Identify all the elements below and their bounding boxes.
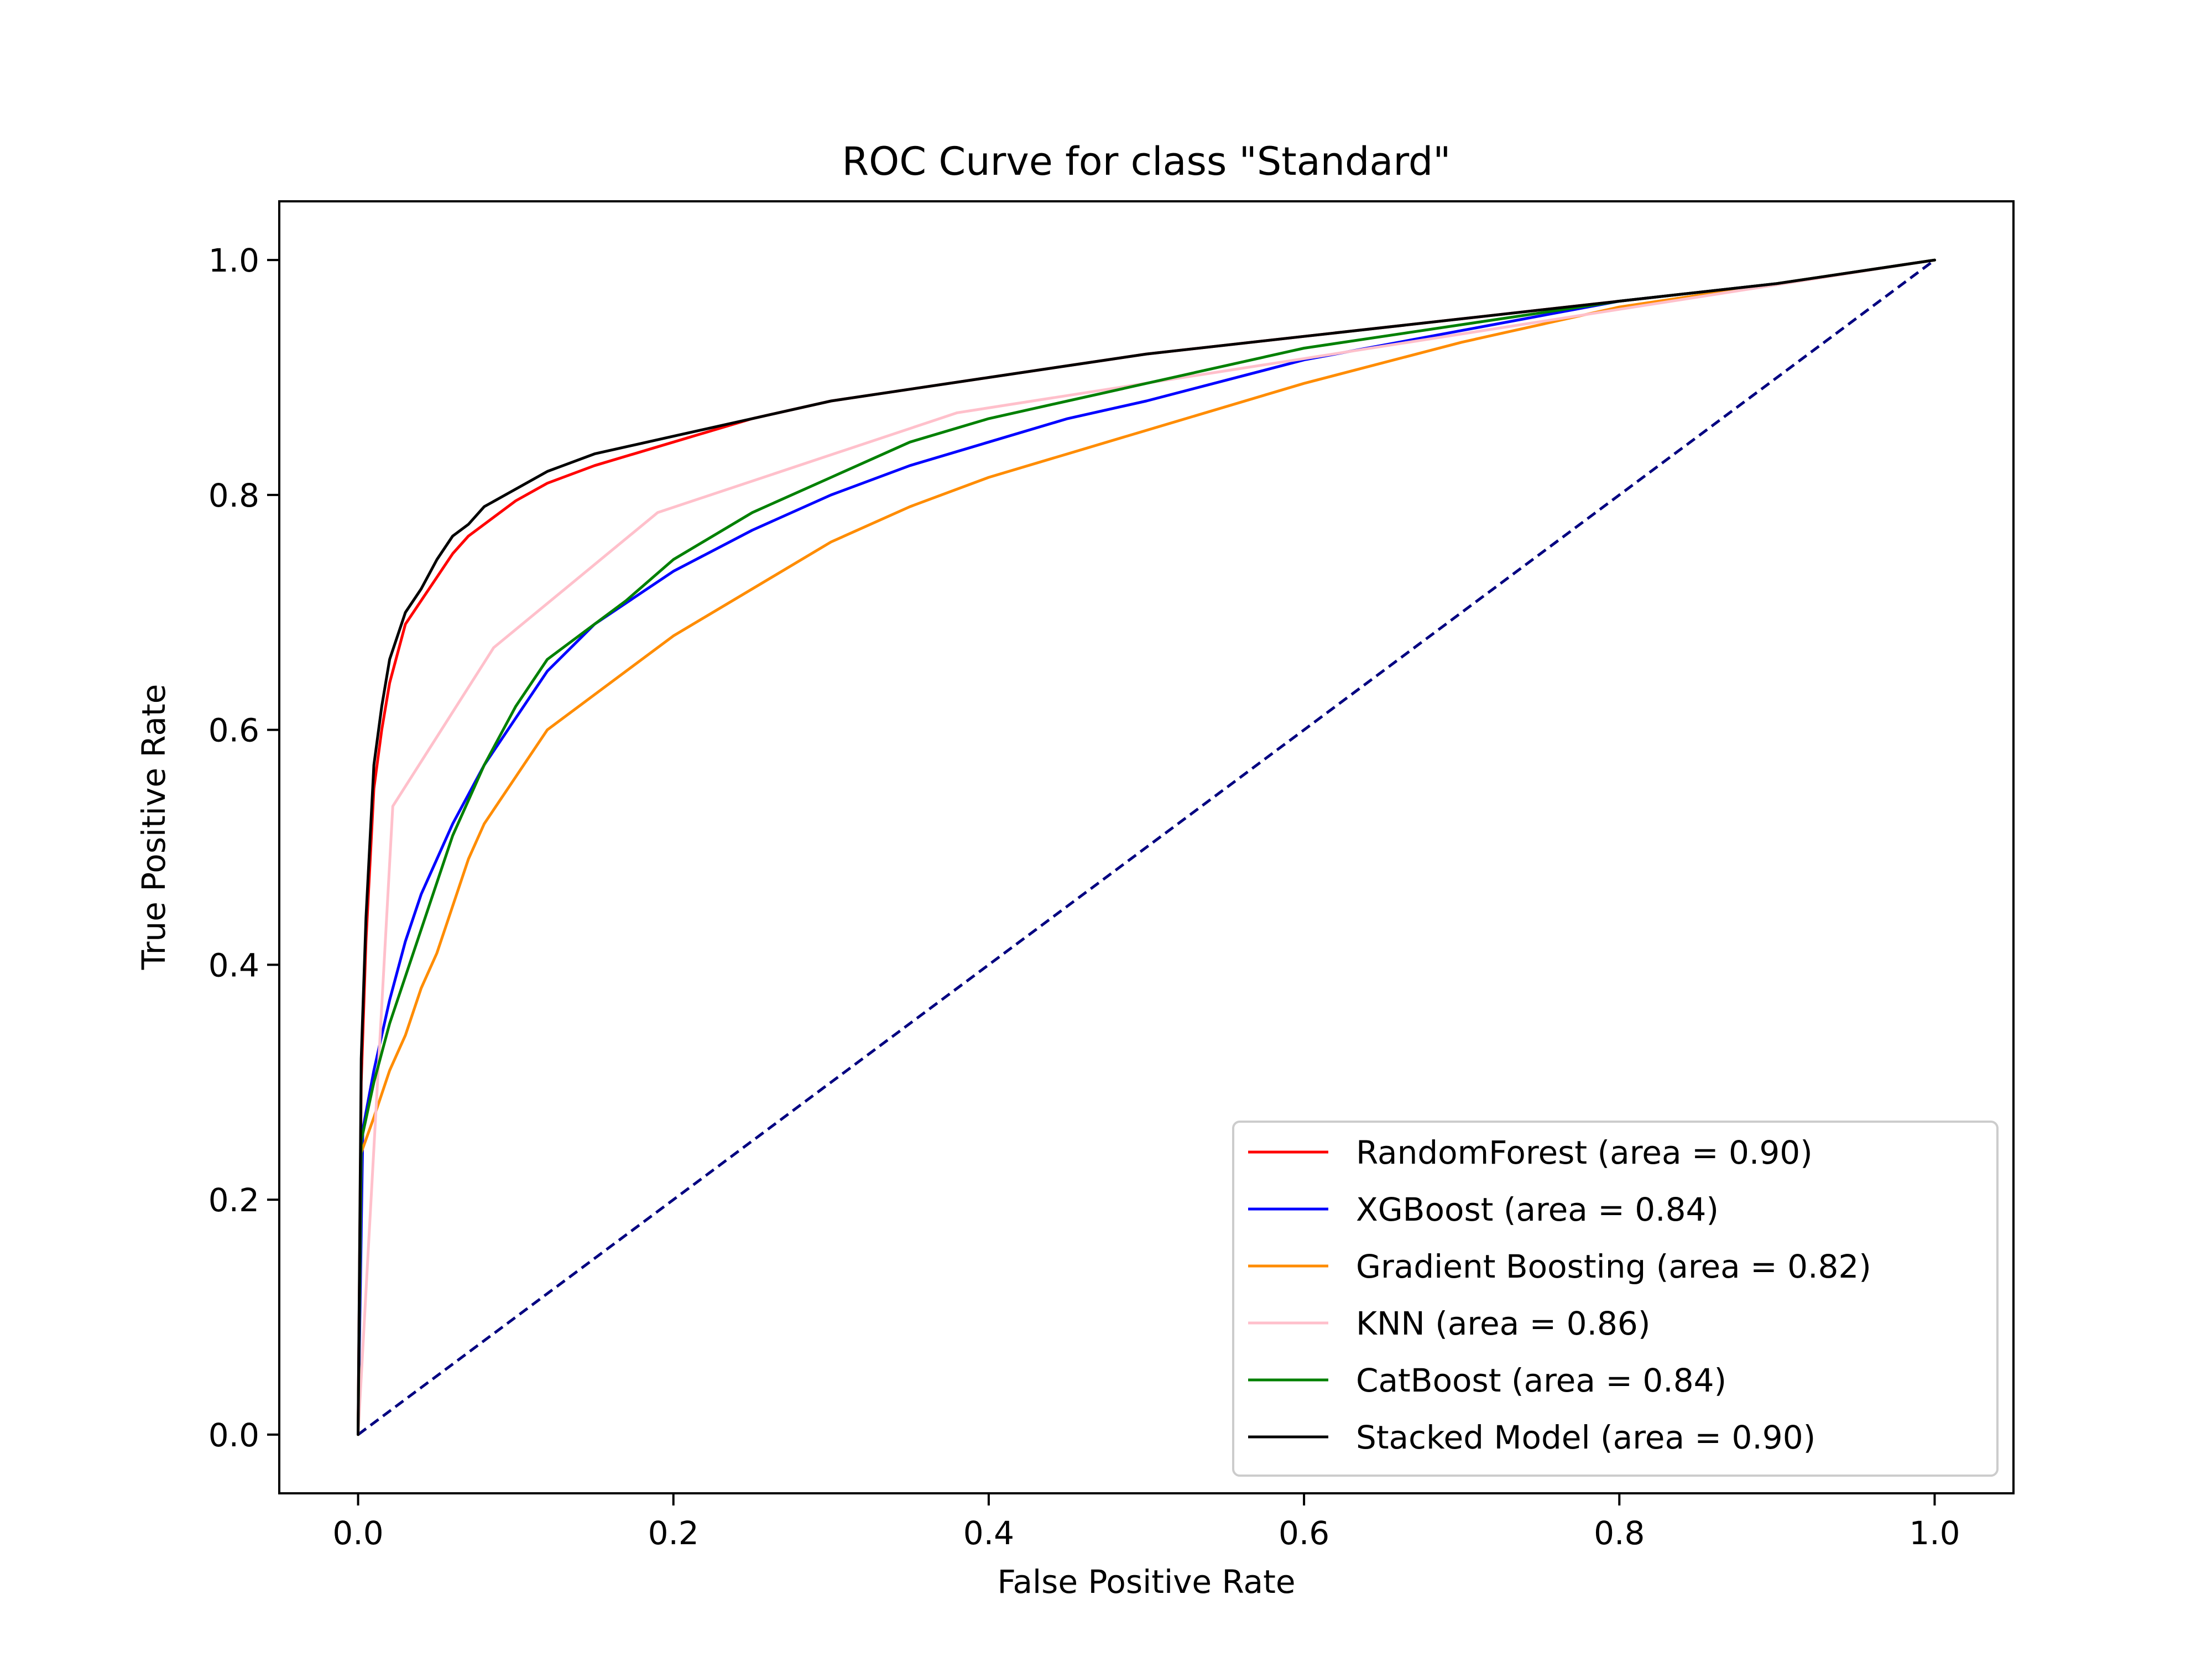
- y-tick-label: 0.2: [208, 1181, 259, 1219]
- axes: 0.0 0.2 0.4 0.6 0.8 1.0 0.0 0.2 0.4 0.6 0.8 1.0: [208, 200, 2015, 1552]
- legend-label-1: RandomForest (area = 0.90): [1356, 1134, 1813, 1171]
- legend-label-3: Gradient Boosting (area = 0.82): [1356, 1248, 1871, 1285]
- plot-marks: [357, 258, 1936, 1436]
- y-tick-label: 0.0: [208, 1416, 259, 1454]
- plot-frame: [278, 200, 2015, 1494]
- legend: RandomForest (area = 0.90) XGBoost (area …: [1232, 1121, 1999, 1477]
- legend-label-4: KNN (area = 0.86): [1356, 1305, 1650, 1342]
- x-tick-label: 0.8: [1594, 1514, 1645, 1552]
- legend-label-5: CatBoost (area = 0.84): [1356, 1362, 1726, 1399]
- y-tick-label: 0.8: [208, 477, 259, 514]
- x-tick-label: 0.4: [963, 1514, 1014, 1552]
- x-tick-label: 1.0: [1909, 1514, 1960, 1552]
- series-line-3: [357, 258, 1936, 1436]
- x-tick-label: 0.6: [1279, 1514, 1329, 1552]
- y-tick-label: 0.6: [208, 712, 259, 749]
- y-tick-label: 0.4: [208, 946, 259, 984]
- legend-label-2: XGBoost (area = 0.84): [1356, 1191, 1719, 1228]
- x-tick-label: 0.2: [648, 1514, 699, 1552]
- series-line-6: [357, 258, 1936, 1436]
- legend-label-6: Stacked Model (area = 0.90): [1356, 1419, 1815, 1456]
- x-axis-label: False Positive Rate: [997, 1563, 1295, 1601]
- x-tick-label: 0.0: [332, 1514, 383, 1552]
- y-tick-label: 1.0: [208, 242, 259, 279]
- y-axis-label: True Positive Rate: [135, 684, 173, 971]
- legend-box: [1232, 1121, 1999, 1477]
- series-line-4: [357, 258, 1936, 1436]
- reference-diagonal-line: [357, 259, 1936, 1436]
- chart-title: ROC Curve for class "Standard": [842, 139, 1451, 184]
- series-line-5: [357, 258, 1936, 1436]
